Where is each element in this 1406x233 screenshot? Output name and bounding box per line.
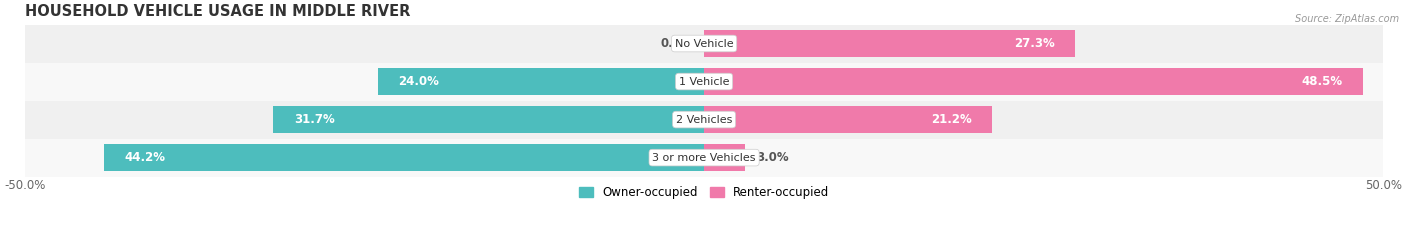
- Bar: [273, 106, 704, 133]
- Text: 2 Vehicles: 2 Vehicles: [676, 115, 733, 125]
- Bar: [704, 144, 745, 171]
- Bar: [25, 101, 1384, 139]
- Text: 21.2%: 21.2%: [931, 113, 972, 126]
- Text: 44.2%: 44.2%: [124, 151, 165, 164]
- Text: 3.0%: 3.0%: [755, 151, 789, 164]
- Text: Source: ZipAtlas.com: Source: ZipAtlas.com: [1295, 14, 1399, 24]
- Bar: [104, 144, 704, 171]
- Bar: [25, 62, 1384, 101]
- Text: 24.0%: 24.0%: [398, 75, 439, 88]
- Bar: [25, 139, 1384, 177]
- Bar: [704, 106, 993, 133]
- Bar: [25, 24, 1384, 62]
- Text: 3 or more Vehicles: 3 or more Vehicles: [652, 153, 756, 163]
- Text: 31.7%: 31.7%: [294, 113, 335, 126]
- Legend: Owner-occupied, Renter-occupied: Owner-occupied, Renter-occupied: [574, 182, 834, 204]
- Text: HOUSEHOLD VEHICLE USAGE IN MIDDLE RIVER: HOUSEHOLD VEHICLE USAGE IN MIDDLE RIVER: [25, 4, 411, 19]
- Text: 48.5%: 48.5%: [1302, 75, 1343, 88]
- Text: No Vehicle: No Vehicle: [675, 38, 734, 48]
- Text: 1 Vehicle: 1 Vehicle: [679, 77, 730, 86]
- Bar: [378, 68, 704, 95]
- Bar: [704, 68, 1362, 95]
- Text: 27.3%: 27.3%: [1014, 37, 1054, 50]
- Text: 0.0%: 0.0%: [661, 37, 693, 50]
- Bar: [704, 30, 1076, 57]
